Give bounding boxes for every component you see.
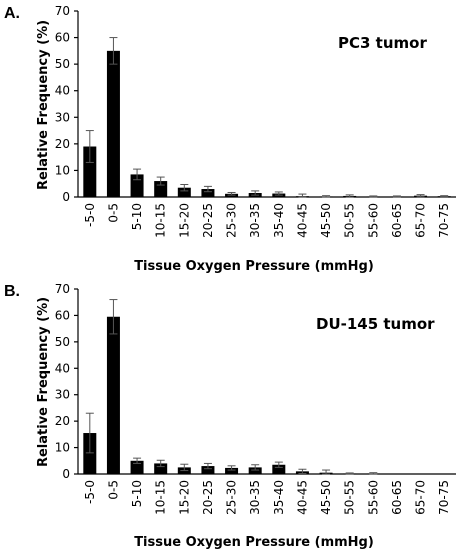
chart-title-a: PC3 tumor bbox=[338, 34, 427, 52]
x-tick-label-a: 70-75 bbox=[437, 203, 451, 238]
x-tick-label-b: -5-0 bbox=[83, 480, 97, 504]
plot-area-a: 0 10 20 30 40 50 60 70 -5-0 0-5 5-10 10-15 15-20 20-2… bbox=[55, 4, 456, 238]
x-tick-label-a: 20-25 bbox=[201, 203, 215, 238]
y-tick-label-b: 50 bbox=[55, 335, 70, 349]
x-axis-title-b: Tissue Oxygen Pressure (mmHg) bbox=[134, 535, 374, 550]
y-tick-label-b: 70 bbox=[55, 282, 70, 296]
x-tick-label-a: 55-60 bbox=[366, 203, 380, 238]
chart-title-b: DU-145 tumor bbox=[316, 315, 435, 333]
x-tick-label-a: 5-10 bbox=[130, 203, 144, 230]
x-tick-label-b: 65-70 bbox=[414, 480, 428, 515]
bar-b bbox=[106, 316, 120, 474]
y-tick-label-a: 60 bbox=[55, 31, 70, 45]
x-tick-label-b: 5-10 bbox=[130, 480, 144, 507]
chart-panel-b: B. DU-145 tumor Relative Frequency (%) T… bbox=[4, 282, 456, 550]
y-tick-label-b: 30 bbox=[55, 388, 70, 402]
bar-a bbox=[83, 146, 97, 197]
x-tick-label-b: 30-35 bbox=[248, 480, 262, 515]
y-tick-label-a: 20 bbox=[55, 137, 70, 151]
x-tick-label-a: 40-45 bbox=[295, 203, 309, 238]
x-tick-label-a: 25-30 bbox=[225, 203, 239, 238]
x-tick-label-a: 60-65 bbox=[390, 203, 404, 238]
x-tick-label-a: 15-20 bbox=[177, 203, 191, 238]
x-tick-label-a: 45-50 bbox=[319, 203, 333, 238]
plot-area-b: 0 10 20 30 40 50 60 70 -5-0 0-5 5-10 10-15 15-20 20-2… bbox=[55, 282, 456, 515]
bar-b bbox=[83, 433, 97, 474]
x-tick-label-a: 30-35 bbox=[248, 203, 262, 238]
y-tick-label-a: 70 bbox=[55, 4, 70, 18]
x-tick-label-b: 50-55 bbox=[343, 480, 357, 515]
x-tick-label-b: 0-5 bbox=[106, 480, 120, 500]
x-tick-label-a: 65-70 bbox=[414, 203, 428, 238]
x-tick-label-a: 50-55 bbox=[343, 203, 357, 238]
y-tick-label-b: 0 bbox=[62, 467, 70, 481]
y-tick-label-a: 40 bbox=[55, 84, 70, 98]
x-tick-label-b: 10-15 bbox=[154, 480, 168, 515]
x-tick-label-b: 60-65 bbox=[390, 480, 404, 515]
bar-a bbox=[177, 187, 191, 197]
bar-b bbox=[130, 460, 144, 474]
bar-a bbox=[106, 50, 120, 197]
x-tick-label-a: 35-40 bbox=[272, 203, 286, 238]
y-tick-label-b: 10 bbox=[55, 441, 70, 455]
y-tick-label-b: 60 bbox=[55, 308, 70, 322]
panel-label-a: A. bbox=[4, 5, 20, 22]
bar-b bbox=[154, 463, 168, 474]
bar-b bbox=[272, 464, 286, 474]
x-tick-label-b: 35-40 bbox=[272, 480, 286, 515]
y-tick-label-b: 20 bbox=[55, 414, 70, 428]
x-tick-label-a: 0-5 bbox=[106, 203, 120, 223]
bar-a bbox=[201, 189, 215, 197]
y-axis-title-a: Relative Frequency (%) bbox=[36, 20, 51, 190]
x-tick-label-b: 40-45 bbox=[295, 480, 309, 515]
y-tick-label-a: 30 bbox=[55, 110, 70, 124]
x-tick-label-b: 20-25 bbox=[201, 480, 215, 515]
x-tick-label-b: 55-60 bbox=[366, 480, 380, 515]
x-tick-label-b: 45-50 bbox=[319, 480, 333, 515]
chart-panel-a: A. PC3 tumor Relative Frequency (%) Tiss… bbox=[4, 4, 456, 274]
bar-b bbox=[248, 467, 262, 474]
bar-b bbox=[201, 466, 215, 474]
x-axis-title-a: Tissue Oxygen Pressure (mmHg) bbox=[134, 259, 374, 274]
x-tick-label-b: 15-20 bbox=[177, 480, 191, 515]
x-tick-label-b: 25-30 bbox=[225, 480, 239, 515]
y-tick-label-b: 40 bbox=[55, 361, 70, 375]
y-tick-label-a: 50 bbox=[55, 57, 70, 71]
panel-label-b: B. bbox=[4, 283, 20, 300]
y-tick-label-a: 10 bbox=[55, 163, 70, 177]
x-tick-label-b: 70-75 bbox=[437, 480, 451, 515]
x-tick-label-a: 10-15 bbox=[154, 203, 168, 238]
bar-b bbox=[225, 467, 239, 474]
y-axis-title-b: Relative Frequency (%) bbox=[36, 297, 51, 467]
y-tick-label-a: 0 bbox=[62, 190, 70, 204]
x-tick-label-a: -5-0 bbox=[83, 203, 97, 227]
